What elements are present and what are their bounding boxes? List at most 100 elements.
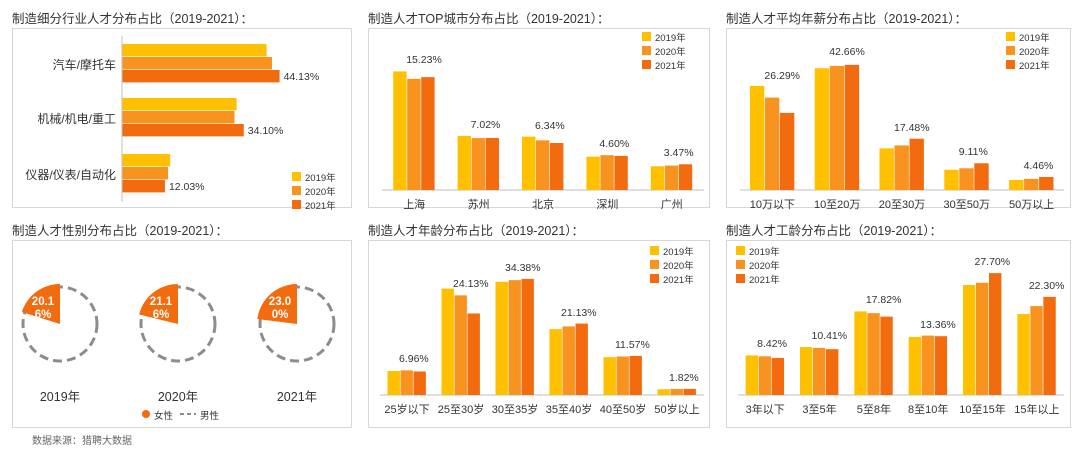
city-bar-2020-4 bbox=[664, 165, 679, 190]
city-data-label-3: 4.60% bbox=[599, 138, 630, 151]
industry-bar-2020-1 bbox=[122, 111, 235, 124]
age-bar-2021-5 bbox=[683, 388, 696, 395]
industry-bar-2021-2 bbox=[122, 180, 165, 193]
salary-data-label-2: 17.48% bbox=[894, 121, 930, 134]
age-chart-panel: 制造人才年龄分布占比（2019-2021）： 6.96% 25岁以下 24.13% 2… bbox=[364, 218, 712, 430]
city-bar-2019-0 bbox=[393, 71, 407, 190]
age-chart-frame bbox=[368, 240, 710, 428]
industry-category-label-0: 汽车/摩托车 bbox=[52, 58, 116, 72]
salary-category-label-2: 20至30万 bbox=[878, 199, 926, 211]
experience-data-label-2: 17.82% bbox=[865, 294, 902, 307]
age-category-label-2: 30至35岁 bbox=[491, 404, 539, 416]
age-category-label-1: 25至30岁 bbox=[437, 404, 485, 416]
salary-category-label-0: 10万以下 bbox=[749, 199, 796, 211]
city-bar-2020-0 bbox=[407, 78, 421, 190]
salary-bar-2021-0 bbox=[779, 112, 795, 190]
salary-chart-svg bbox=[740, 32, 1064, 191]
age-bar-2019-1 bbox=[441, 288, 454, 395]
age-category-label-4: 40至50岁 bbox=[599, 404, 647, 416]
age-bar-2020-3 bbox=[562, 326, 575, 395]
salary-bar-2019-4 bbox=[1009, 180, 1024, 190]
salary-bar-2021-4 bbox=[1039, 176, 1054, 190]
salary-bar-2019-2 bbox=[879, 148, 894, 190]
salary-chart-panel: 制造人才平均年薪分布占比（2019-2021）： 26.29% 10万以下 42.6… bbox=[722, 6, 1072, 211]
age-chart-svg bbox=[380, 246, 704, 396]
experience-bar-2020-4 bbox=[976, 282, 989, 395]
salary-bar-2020-0 bbox=[764, 97, 780, 190]
experience-bar-2019-0 bbox=[745, 355, 759, 395]
salary-bar-2021-1 bbox=[844, 64, 860, 190]
city-data-label-4: 3.47% bbox=[663, 147, 694, 160]
experience-bar-2020-3 bbox=[921, 335, 935, 395]
industry-category-label-1: 机械/机电/重工 bbox=[37, 112, 116, 126]
experience-bar-2021-4 bbox=[989, 273, 1002, 395]
salary-data-label-1: 42.66% bbox=[829, 45, 865, 58]
salary-category-label-3: 30至50万 bbox=[943, 199, 991, 211]
gender-female-label-2: 23.00% bbox=[268, 296, 292, 321]
age-bar-2020-4 bbox=[616, 356, 629, 395]
age-category-label-0: 25岁以下 bbox=[384, 404, 430, 416]
experience-chart-svg bbox=[736, 246, 1064, 396]
city-legend-swatch-2020 bbox=[642, 46, 651, 55]
salary-data-label-3: 9.11% bbox=[958, 146, 988, 159]
industry-category-label-2: 仪器/仪表/自动化 bbox=[25, 168, 116, 182]
age-legend-label-2020: 2020年 bbox=[663, 261, 694, 272]
age-bar-2020-0 bbox=[400, 370, 413, 395]
experience-legend-label-2020: 2020年 bbox=[749, 261, 780, 272]
experience-bar-2021-2 bbox=[880, 316, 893, 395]
experience-bar-2019-5 bbox=[1017, 314, 1030, 395]
experience-category-label-2: 5至8年 bbox=[856, 404, 891, 416]
age-data-label-5: 1.82% bbox=[669, 371, 699, 384]
city-bar-2021-3 bbox=[614, 155, 628, 190]
experience-category-label-5: 15年以上 bbox=[1014, 404, 1060, 416]
age-bar-2021-0 bbox=[413, 371, 426, 395]
gender-year-label-1: 2020年 bbox=[157, 390, 199, 404]
age-category-label-3: 35至40岁 bbox=[545, 404, 593, 416]
age-legend-label-2021: 2021年 bbox=[663, 275, 694, 286]
industry-bar-2019-1 bbox=[122, 98, 237, 111]
salary-bar-2019-3 bbox=[944, 169, 959, 190]
city-legend-label-2021: 2021年 bbox=[655, 61, 686, 72]
age-chart-title: 制造人才年龄分布占比（2019-2021）： bbox=[368, 224, 585, 238]
city-data-label-1: 7.02% bbox=[470, 118, 501, 131]
data-source-note: 数据来源：猎聘大数据 bbox=[32, 436, 132, 447]
industry-data-label-1: 34.10% bbox=[247, 125, 284, 137]
salary-bar-2020-4 bbox=[1024, 178, 1039, 190]
salary-data-label-0: 26.29% bbox=[764, 69, 801, 82]
city-category-label-1: 苏州 bbox=[467, 199, 490, 211]
age-legend-swatch-2020 bbox=[650, 260, 659, 269]
city-bar-2019-3 bbox=[586, 156, 600, 190]
gender-year-label-0: 2019年 bbox=[39, 390, 81, 404]
experience-category-label-1: 3至5年 bbox=[802, 404, 837, 416]
age-bar-2021-3 bbox=[575, 323, 588, 395]
industry-bar-2021-0 bbox=[122, 70, 280, 83]
city-bar-2021-2 bbox=[550, 143, 564, 190]
experience-data-label-3: 13.36% bbox=[920, 318, 956, 331]
industry-chart-svg bbox=[121, 36, 301, 209]
salary-legend-swatch-2021 bbox=[1006, 60, 1015, 69]
city-category-label-4: 广州 bbox=[660, 199, 683, 211]
city-legend-swatch-2021 bbox=[642, 60, 651, 69]
salary-bar-2019-1 bbox=[814, 68, 830, 190]
experience-bar-2021-1 bbox=[826, 349, 839, 395]
industry-chart-title: 制造细分行业人才分布占比（2019-2021）： bbox=[12, 12, 254, 26]
gender-chart-svg bbox=[21, 284, 336, 418]
age-data-label-3: 21.13% bbox=[561, 306, 597, 319]
industry-bar-2020-0 bbox=[122, 57, 272, 70]
age-data-label-2: 34.38% bbox=[505, 261, 541, 274]
gender-legend-female-swatch bbox=[142, 410, 150, 418]
age-data-label-0: 6.96% bbox=[399, 353, 429, 366]
salary-chart-title: 制造人才平均年薪分布占比（2019-2021）： bbox=[726, 12, 968, 26]
industry-legend-label-2020: 2020年 bbox=[305, 187, 336, 198]
city-bar-2021-1 bbox=[485, 137, 499, 190]
industry-bar-2019-0 bbox=[122, 44, 267, 57]
age-bar-2019-5 bbox=[657, 389, 670, 395]
experience-legend-swatch-2019 bbox=[736, 246, 745, 255]
experience-chart-panel: 制造人才工龄分布占比（2019-2021）： 8.42% 3年以下 10.41% 3至… bbox=[722, 218, 1072, 430]
salary-bar-2019-0 bbox=[749, 85, 765, 190]
industry-bar-2021-1 bbox=[122, 124, 244, 137]
industry-chart-panel: 制造细分行业人才分布占比（2019-2021）： 44.13% 汽车/摩托车 34.… bbox=[8, 6, 353, 212]
industry-legend-label-2019: 2019年 bbox=[305, 173, 336, 184]
salary-legend-label-2020: 2020年 bbox=[1019, 47, 1050, 58]
industry-legend-swatch-2019 bbox=[292, 172, 301, 181]
